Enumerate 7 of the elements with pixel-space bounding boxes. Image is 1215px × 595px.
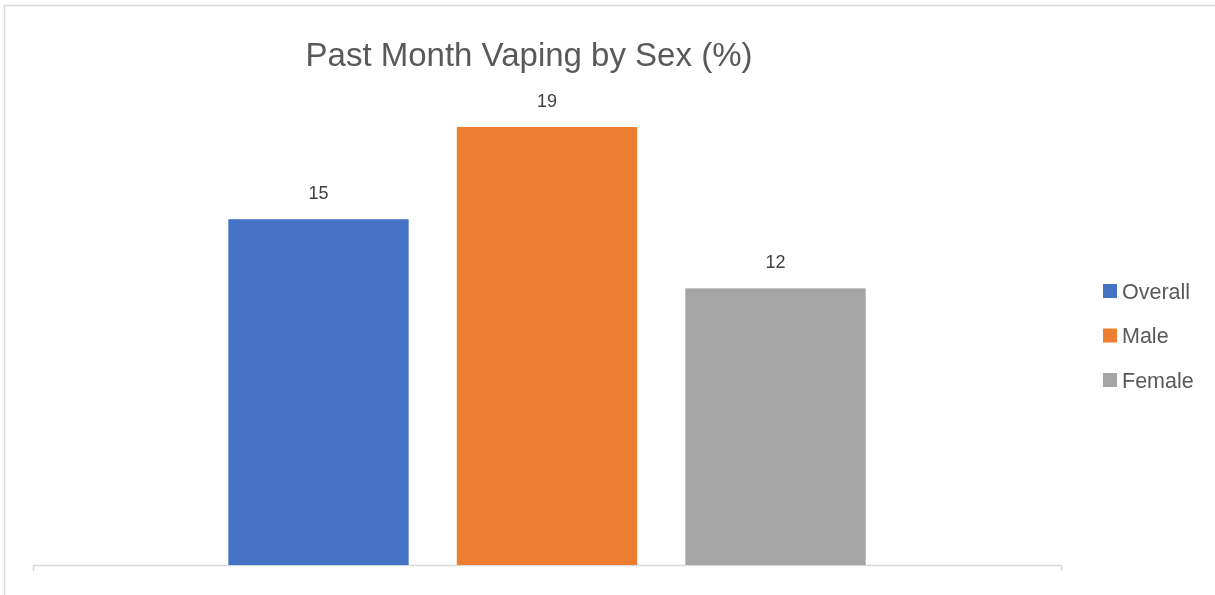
chart-title: Past Month Vaping by Sex (%)	[305, 36, 753, 73]
data-label: 19	[536, 91, 558, 111]
legend-label: Male	[1122, 324, 1169, 348]
legend-label: Overall	[1122, 279, 1191, 304]
data-label: 12	[765, 252, 786, 273]
legend-label: Female	[1122, 368, 1194, 393]
data-label: 15	[308, 183, 329, 204]
